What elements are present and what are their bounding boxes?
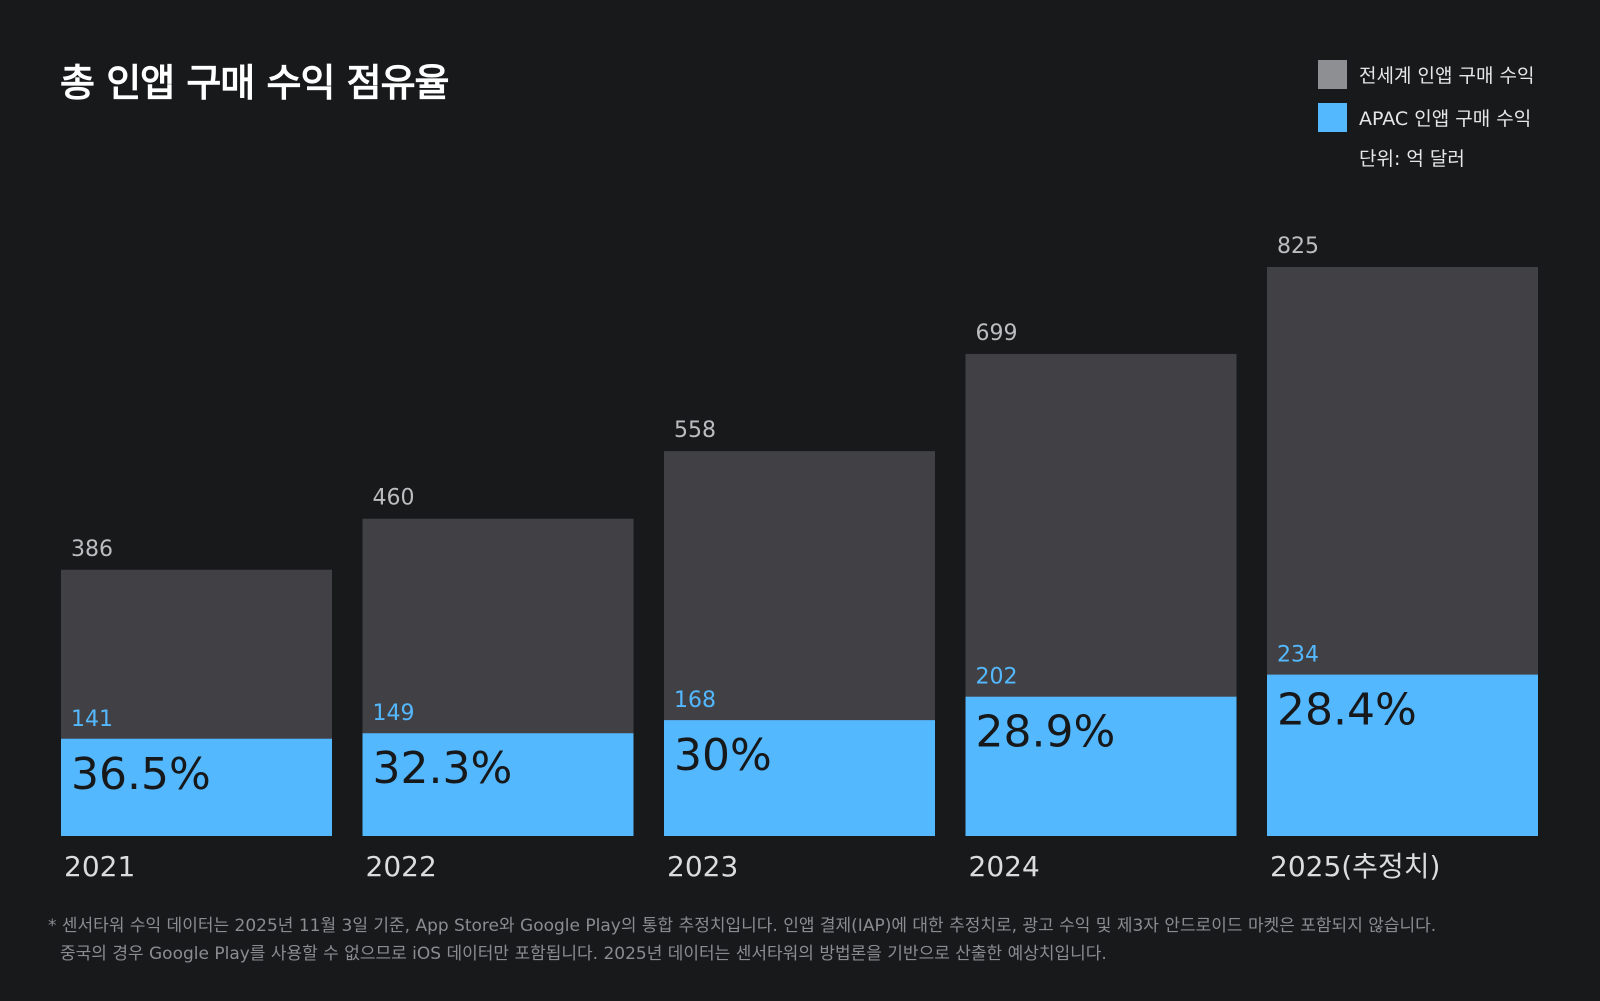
value-label-world-4: 699 (976, 321, 1018, 346)
bar-apac-4 (965, 696, 1237, 836)
bar-apac-5 (1267, 674, 1538, 836)
share-label-5: 28.4% (1277, 685, 1417, 736)
legend-label-apac: APAC 인앱 구매 수익 (1359, 108, 1532, 130)
x-tick-label-2: 2022 (366, 850, 437, 883)
x-tick-label-5: 2025(추정치) (1270, 850, 1440, 883)
value-label-apac-1: 141 (71, 707, 113, 732)
unit-label: 단위: 억 달러 (1359, 148, 1465, 170)
bar-apac-2 (362, 733, 634, 836)
share-label-4: 28.9% (976, 707, 1116, 758)
x-tick-label-3: 2023 (667, 850, 738, 883)
footnote-line-2: 중국의 경우 Google Play를 사용할 수 없으므로 iOS 데이터만 … (60, 944, 1107, 964)
share-label-3: 30% (674, 730, 772, 781)
value-label-world-2: 460 (373, 486, 415, 511)
x-tick-label-1: 2021 (64, 850, 135, 883)
legend-item-world: 전세계 인앱 구매 수익 (1318, 60, 1534, 89)
share-label-1: 36.5% (71, 749, 211, 800)
legend-item-apac: APAC 인앱 구매 수익 (1318, 103, 1534, 132)
x-tick-label-4: 2024 (969, 850, 1040, 883)
value-label-apac-3: 168 (674, 688, 716, 713)
bar-apac-3 (664, 720, 935, 836)
value-label-world-5: 825 (1277, 234, 1319, 259)
bar-apac-1 (61, 738, 332, 836)
legend: 전세계 인앱 구매 수익 APAC 인앱 구매 수익 단위: 억 달러 (1318, 60, 1534, 171)
footnote: * 센서타워 수익 데이터는 2025년 11월 3일 기준, App Stor… (48, 912, 1593, 968)
footnote-line-1: * 센서타워 수익 데이터는 2025년 11월 3일 기준, App Stor… (48, 916, 1437, 936)
value-label-apac-5: 234 (1277, 643, 1319, 668)
value-label-apac-4: 202 (976, 665, 1018, 690)
share-label-2: 32.3% (373, 743, 513, 794)
chart-title: 총 인앱 구매 수익 점유율 (60, 61, 450, 105)
legend-swatch-world (1318, 60, 1347, 89)
legend-swatch-apac (1318, 103, 1347, 132)
value-label-apac-2: 149 (373, 701, 415, 726)
legend-label-world: 전세계 인앱 구매 수익 (1359, 65, 1535, 87)
value-label-world-1: 386 (71, 537, 113, 562)
value-label-world-3: 558 (674, 418, 716, 443)
